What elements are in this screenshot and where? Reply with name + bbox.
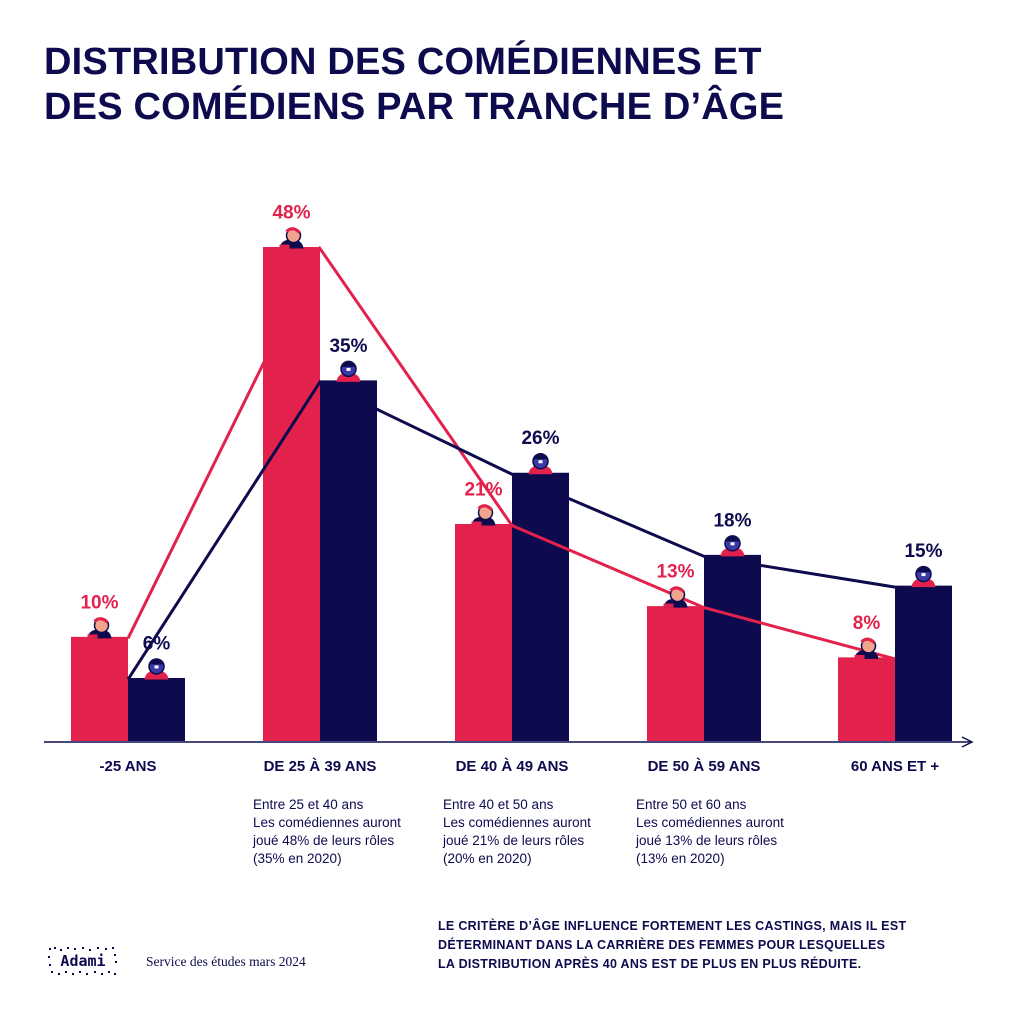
conclusion-line: LE CRITÈRE D’ÂGE INFLUENCE FORTEMENT LES… [438, 919, 907, 933]
figure-shoulders [720, 547, 745, 557]
woman-figure-icon-0 [87, 617, 112, 639]
source-text: Service des études mars 2024 [146, 954, 306, 969]
figures-layer [87, 227, 936, 680]
figure-hair [285, 227, 301, 234]
conclusion: LE CRITÈRE D’ÂGE INFLUENCE FORTEMENT LES… [438, 917, 998, 974]
value-labels-layer: 10% 48% 21% 13% 8% 6% 35% 26% 18% 15% [80, 203, 942, 655]
man-figure-icon-2 [528, 452, 553, 475]
value-label-men-3: 18% [713, 510, 751, 531]
figure-shoulders [528, 465, 553, 475]
figure-glasses [154, 665, 159, 669]
note-line: Les comédiennes auront [253, 815, 401, 830]
value-label-women-1: 48% [272, 203, 310, 224]
bar-women-2 [455, 525, 512, 741]
logo-wordmark: Adami [60, 952, 105, 970]
figure-hand [279, 244, 290, 249]
category-label-1: DE 25 À 39 ANS [264, 758, 377, 775]
value-label-men-1: 35% [329, 336, 367, 357]
note-line: Les comédiennes auront [636, 815, 784, 830]
note-line: joué 48% de leurs rôles [253, 833, 395, 848]
value-label-women-3: 13% [656, 562, 694, 583]
figure-hand [663, 603, 674, 608]
woman-figure-icon-4 [854, 637, 879, 659]
figure-glasses [730, 542, 735, 546]
figure-shoulders [144, 670, 169, 680]
note-line: (35% en 2020) [253, 851, 342, 866]
figure-hand [854, 654, 865, 659]
man-figure-icon-4 [911, 565, 936, 588]
figure-hair [860, 637, 876, 645]
note-line: joué 21% de leurs rôles [443, 833, 585, 848]
bar-men-3 [704, 556, 761, 741]
figure-glasses [346, 367, 351, 371]
bar-women-3 [647, 607, 704, 741]
man-figure-icon-0 [144, 658, 169, 680]
figure-hair [149, 659, 164, 665]
title-line-2: DES COMÉDIENS PAR TRANCHE D’ÂGE [44, 86, 785, 128]
figure-glasses [538, 460, 543, 464]
bar-women-4 [838, 658, 895, 741]
page-title: DISTRIBUTION DES COMÉDIENNES ET DES COMÉ… [44, 40, 984, 130]
note-line: Les comédiennes auront [443, 815, 591, 830]
category-label-4: 60 ANS ET + [851, 758, 939, 775]
note-50-59: Entre 50 et 60 ans Les comédiennes auron… [636, 796, 826, 868]
note-line: (13% en 2020) [636, 851, 725, 866]
category-label-2: DE 40 À 49 ANS [456, 758, 569, 775]
figure-glasses [921, 573, 926, 577]
value-label-women-0: 10% [80, 592, 118, 613]
value-label-women-2: 21% [464, 480, 502, 501]
figure-hair [725, 536, 740, 542]
woman-figure-icon-2 [471, 504, 496, 526]
value-label-women-4: 8% [853, 613, 881, 634]
note-line: Entre 25 et 40 ans [253, 797, 364, 812]
note-40-49: Entre 40 et 50 ans Les comédiennes auron… [443, 796, 633, 868]
woman-figure-icon-3 [663, 586, 688, 608]
bar-women-0 [71, 638, 128, 741]
adami-logo: Adami [48, 946, 118, 976]
note-25-39: Entre 25 et 40 ans Les comédiennes auron… [253, 796, 443, 868]
note-line: joué 13% de leurs rôles [636, 833, 778, 848]
figure-shoulders [336, 372, 361, 382]
figure-hand [87, 634, 98, 639]
figure-hair [533, 454, 548, 460]
note-line: (20% en 2020) [443, 851, 532, 866]
figure-hair [669, 586, 685, 593]
bar-men-0 [128, 679, 185, 741]
bars-layer [71, 248, 952, 741]
conclusion-line: LA DISTRIBUTION APRÈS 40 ANS EST DE PLUS… [438, 957, 862, 971]
bar-men-2 [512, 474, 569, 741]
man-figure-icon-1 [336, 360, 361, 382]
category-label-0: -25 ANS [100, 758, 157, 775]
figure-hand [471, 521, 482, 526]
value-label-men-2: 26% [521, 428, 559, 449]
conclusion-line: DÉTERMINANT DANS LA CARRIÈRE DES FEMMES … [438, 938, 886, 952]
man-figure-icon-3 [720, 535, 745, 557]
note-line: Entre 40 et 50 ans [443, 797, 554, 812]
value-label-men-0: 6% [143, 633, 171, 654]
figure-hair [93, 617, 109, 624]
figure-shoulders [911, 578, 936, 588]
title-line-1: DISTRIBUTION DES COMÉDIENNES ET [44, 41, 762, 83]
figure-hair [477, 504, 493, 511]
figure-hair [341, 361, 356, 367]
bar-men-4 [895, 587, 952, 741]
value-label-men-4: 15% [904, 541, 942, 562]
note-line: Entre 50 et 60 ans [636, 797, 747, 812]
x-axis-arrow-icon [961, 736, 974, 748]
bar-chart: 10% 48% 21% 13% 8% 6% 35% 26% 18% 15% -25 ANS DE 25… [44, 203, 974, 775]
bar-women-1 [263, 248, 320, 741]
woman-figure-icon-1 [279, 227, 304, 249]
figure-hair [916, 567, 931, 573]
bar-men-1 [320, 381, 377, 741]
category-label-3: DE 50 À 59 ANS [648, 758, 761, 775]
